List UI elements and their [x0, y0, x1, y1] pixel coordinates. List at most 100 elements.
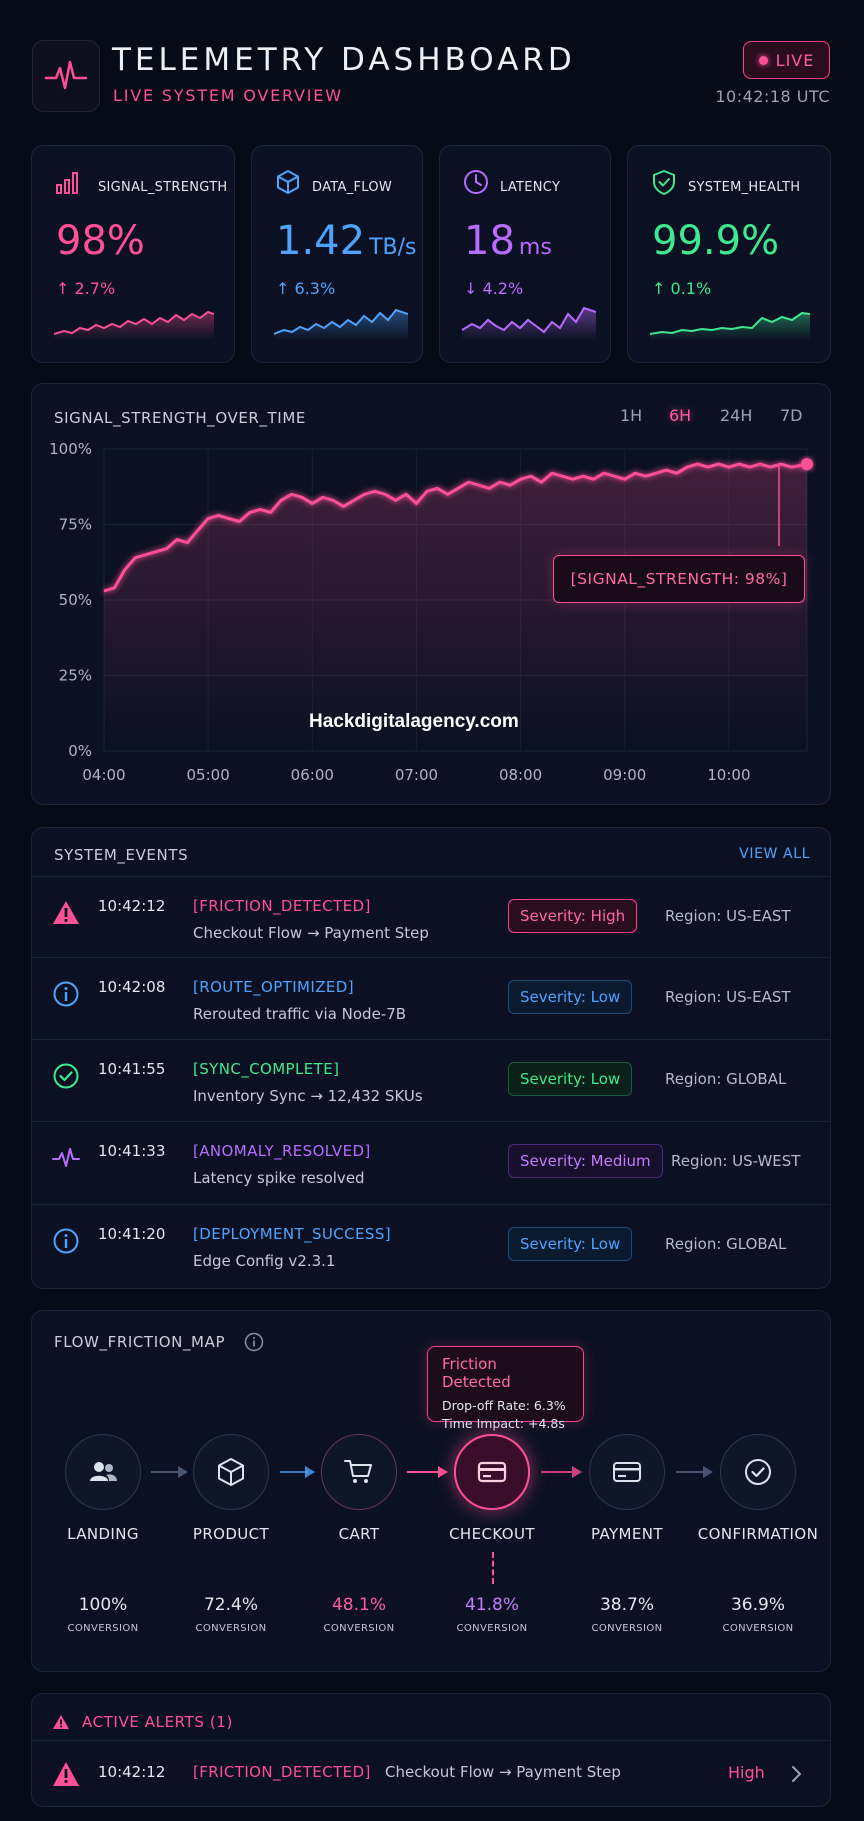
flow-step-label: LANDING [67, 1525, 139, 1543]
range-tab-7d[interactable]: 7D [780, 406, 803, 425]
metric-label: SIGNAL_STRENGTH [98, 180, 228, 195]
metric-card-signal-strength[interactable]: SIGNAL_STRENGTH 98% ↑ 2.7% [31, 145, 235, 363]
event-region: Region: GLOBAL [665, 1235, 787, 1253]
flow-step-label: PRODUCT [192, 1525, 270, 1543]
metric-value: 1.42 TB/s [276, 218, 417, 264]
tooltip-time-impact: Time Impact: +4.8s [442, 1416, 565, 1431]
event-description: Rerouted traffic via Node-7B [193, 1005, 407, 1023]
flow-step-label: PAYMENT [591, 1525, 663, 1543]
arrow-head-icon [572, 1466, 582, 1478]
live-dot-icon [758, 55, 768, 65]
flow-arrow [676, 1471, 706, 1473]
event-region: Region: US-EAST [665, 907, 791, 925]
conversion-caption: CONVERSION [591, 1623, 663, 1634]
flow-arrow [407, 1471, 441, 1473]
clock-icon [464, 170, 488, 194]
y-tick-label: 100% [49, 442, 92, 458]
flow-step-pct: 100% [78, 1595, 128, 1615]
signal-chart-panel: SIGNAL_STRENGTH_OVER_TIME 1H 6H 24H 7D 1… [31, 383, 831, 805]
live-badge[interactable]: LIVE [743, 41, 830, 79]
metric-value: 98% [56, 218, 145, 264]
tooltip-title: Friction Detected [442, 1355, 511, 1391]
metric-delta: ↓ 4.2% [464, 279, 524, 298]
metric-card-data-flow[interactable]: DATA_FLOW 1.42 TB/s ↑ 6.3% [251, 145, 423, 363]
flow-step-label: CART [338, 1525, 380, 1543]
severity-badge: Severity: Medium [508, 1144, 663, 1178]
friction-connector [492, 1552, 494, 1584]
shield-check-icon [653, 170, 675, 195]
metric-value: 99.9% [652, 218, 780, 264]
sparkline [274, 308, 408, 340]
event-time: 10:41:55 [98, 1060, 166, 1078]
metric-card-latency[interactable]: LATENCY 18 ms ↓ 4.2% [439, 145, 611, 363]
pulse-icon [52, 1148, 80, 1167]
clock: 10:42:18 UTC [715, 87, 830, 106]
card-icon [477, 1461, 507, 1483]
check-circle-icon [53, 1063, 79, 1089]
x-tick-label: 10:00 [707, 766, 750, 782]
arrow-head-icon [178, 1466, 188, 1478]
check-circle-icon [745, 1459, 771, 1485]
conversion-caption: CONVERSION [195, 1623, 267, 1634]
card-icon [613, 1462, 641, 1482]
flow-node-cart[interactable] [321, 1434, 397, 1510]
info-icon[interactable] [244, 1332, 264, 1352]
arrow-head-icon [703, 1466, 713, 1478]
metric-label: LATENCY [500, 180, 561, 195]
range-tab-6h[interactable]: 6H [669, 406, 692, 425]
flow-node-landing[interactable] [65, 1434, 141, 1510]
flow-step-pct: 72.4% [203, 1595, 258, 1615]
signal-line-chart: 100% 75% 50% 25% 0% 04:00 05:00 06:00 07:00 08:00… [49, 442, 813, 782]
event-time: 10:41:33 [98, 1142, 166, 1160]
cube-icon [218, 1458, 244, 1486]
x-tick-label: 05:00 [187, 766, 230, 782]
cart-icon [344, 1460, 372, 1483]
event-tag: [ROUTE_OPTIMIZED] [193, 978, 354, 996]
event-row[interactable]: 10:42:12 [FRICTION_DETECTED] Checkout Fl… [32, 876, 830, 958]
y-tick-label: 75% [59, 516, 92, 534]
warning-icon [53, 1762, 79, 1786]
flow-title: FLOW_FRICTION_MAP [54, 1333, 226, 1351]
event-description: Checkout Flow → Payment Step [193, 924, 429, 942]
flow-node-product[interactable] [193, 1434, 269, 1510]
chart-watermark: Hackdigitalagency.com [309, 711, 519, 732]
flow-node-payment[interactable] [589, 1434, 665, 1510]
event-row[interactable]: 10:41:33 [ANOMALY_RESOLVED] Latency spik… [32, 1121, 830, 1203]
flow-node-checkout[interactable] [454, 1434, 530, 1510]
y-tick-label: 25% [59, 667, 92, 685]
event-region: Region: US-WEST [671, 1152, 801, 1170]
metric-label: SYSTEM_HEALTH [688, 180, 801, 195]
active-alerts-panel: ACTIVE ALERTS (1) 10:42:12 [FRICTION_DET… [31, 1693, 831, 1807]
cube-icon [277, 170, 299, 194]
range-tab-24h[interactable]: 24H [720, 406, 753, 425]
event-row[interactable]: 10:42:08 [ROUTE_OPTIMIZED] Rerouted traf… [32, 957, 830, 1039]
flow-node-confirmation[interactable] [720, 1434, 796, 1510]
metric-card-system-health[interactable]: SYSTEM_HEALTH 99.9% ↑ 0.1% [627, 145, 831, 363]
live-label: LIVE [775, 50, 815, 70]
flow-step-label: CHECKOUT [449, 1525, 535, 1543]
severity-badge: Severity: Low [508, 980, 633, 1014]
alert-description: Checkout Flow → Payment Step [385, 1763, 621, 1781]
range-tab-1h[interactable]: 1H [620, 406, 643, 425]
info-icon [53, 1228, 79, 1254]
alert-row[interactable]: 10:42:12 [FRICTION_DETECTED] Checkout Fl… [32, 1740, 830, 1806]
sparkline [650, 311, 810, 340]
system-events-panel: SYSTEM_EVENTS VIEW ALL 10:42:12 [FRICTIO… [31, 827, 831, 1289]
pulse-icon [44, 60, 88, 90]
view-all-link[interactable]: VIEW ALL [739, 846, 810, 862]
friction-tooltip: Friction Detected Drop-off Rate: 6.3% Ti… [427, 1346, 584, 1431]
metric-delta: ↑ 6.3% [276, 279, 336, 298]
event-row[interactable]: 10:41:55 [SYNC_COMPLETE] Inventory Sync … [32, 1039, 830, 1121]
sparkline [54, 310, 214, 340]
conversion-caption: CONVERSION [722, 1623, 794, 1634]
x-tick-label: 09:00 [603, 766, 646, 782]
chevron-right-icon[interactable] [790, 1765, 802, 1783]
app-logo [32, 40, 100, 112]
event-row[interactable]: 10:41:20 [DEPLOYMENT_SUCCESS] Edge Confi… [32, 1204, 830, 1286]
flow-step-pct: 36.9% [730, 1595, 785, 1615]
severity-badge: Severity: Low [508, 1227, 633, 1261]
conversion-caption: CONVERSION [323, 1623, 395, 1634]
x-tick-label: 07:00 [395, 766, 438, 782]
alert-time: 10:42:12 [98, 1763, 166, 1781]
event-time: 10:42:12 [98, 897, 166, 915]
